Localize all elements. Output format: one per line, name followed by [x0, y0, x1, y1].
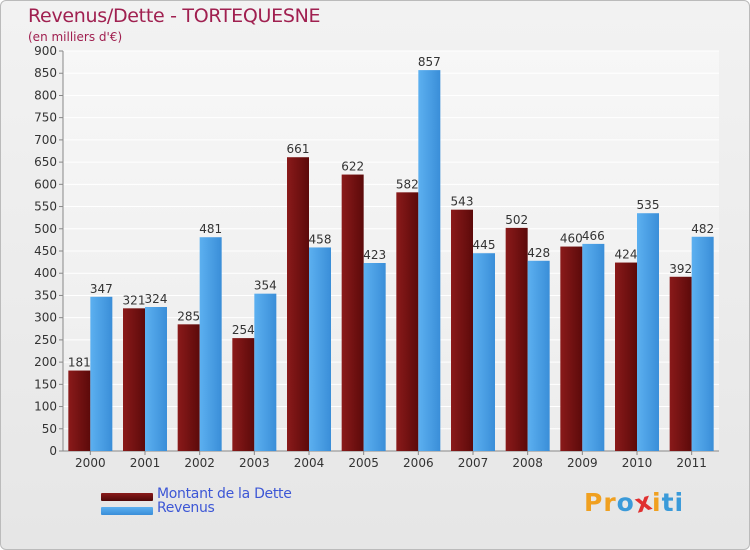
bar-dette	[232, 338, 255, 451]
data-label-revenus: 482	[691, 222, 714, 236]
y-tick-label: 700	[34, 133, 57, 147]
data-label-dette: 424	[615, 248, 638, 262]
bar-dette	[68, 370, 91, 451]
x-tick-label: 2000	[75, 456, 106, 470]
x-tick-label: 2010	[622, 456, 653, 470]
bar-dette	[287, 157, 309, 451]
y-tick-label: 0	[49, 444, 57, 458]
data-label-dette: 460	[560, 232, 583, 246]
bar-dette	[341, 174, 364, 452]
y-tick-label: 900	[34, 44, 57, 58]
bar-revenus	[637, 213, 659, 451]
logo-letter: P	[584, 488, 604, 517]
y-tick-label: 100	[34, 400, 57, 414]
bar-dette	[560, 246, 583, 451]
y-tick-label: 550	[34, 200, 57, 214]
data-label-revenus: 423	[363, 248, 386, 262]
bar-revenus	[691, 236, 714, 451]
data-label-dette: 254	[232, 323, 255, 337]
x-tick-label: 2003	[239, 456, 270, 470]
data-label-dette: 622	[341, 160, 364, 174]
y-tick-label: 600	[34, 177, 57, 191]
y-tick-label: 650	[34, 155, 57, 169]
bar-revenus	[90, 296, 113, 451]
bar-dette	[396, 192, 419, 452]
x-tick-label: 2005	[348, 456, 379, 470]
y-tick-label: 50	[42, 422, 57, 436]
bar-revenus	[418, 70, 441, 451]
bar-dette	[123, 308, 145, 451]
x-tick-label: 2008	[512, 456, 543, 470]
data-label-revenus: 347	[90, 282, 113, 296]
y-tick-label: 250	[34, 333, 57, 347]
legend-swatch-dette	[101, 493, 153, 501]
data-label-dette: 502	[505, 213, 528, 227]
logo-letter: i	[674, 488, 685, 517]
logo-letter: o	[616, 488, 635, 517]
bar-revenus	[582, 243, 605, 451]
y-tick-label: 300	[34, 311, 57, 325]
legend-label-revenus: Revenus	[157, 500, 215, 516]
data-label-revenus: 354	[254, 279, 277, 293]
y-tick-label: 200	[34, 355, 57, 369]
x-tick-label: 2007	[458, 456, 489, 470]
data-label-dette: 181	[68, 356, 91, 370]
data-label-revenus: 481	[199, 222, 222, 236]
bar-dette	[177, 324, 200, 451]
y-tick-label: 500	[34, 222, 57, 236]
data-label-dette: 661	[287, 142, 310, 156]
data-label-dette: 285	[177, 309, 200, 323]
bar-revenus	[309, 247, 331, 451]
bar-revenus	[145, 307, 167, 451]
x-tick-label: 2004	[294, 456, 325, 470]
data-label-revenus: 324	[145, 292, 168, 306]
y-tick-label: 150	[34, 377, 57, 391]
data-label-dette: 582	[396, 177, 419, 191]
data-label-revenus: 445	[473, 238, 496, 252]
logo-letter: t	[661, 488, 675, 517]
y-tick-label: 350	[34, 288, 57, 302]
data-label-revenus: 857	[418, 55, 441, 69]
bar-revenus	[254, 293, 277, 451]
bar-revenus	[473, 253, 495, 451]
y-tick-label: 850	[34, 66, 57, 80]
logo-letter: r	[603, 488, 617, 517]
bar-dette	[451, 209, 473, 451]
data-label-revenus: 458	[309, 232, 332, 246]
x-tick-label: 2009	[567, 456, 598, 470]
chart-subtitle: (en milliers d'€)	[28, 30, 123, 44]
bar-revenus	[363, 263, 386, 451]
logo-letter: i	[652, 488, 662, 517]
y-tick-label: 750	[34, 111, 57, 125]
data-label-revenus: 428	[527, 246, 550, 260]
bar-dette	[505, 227, 528, 451]
data-label-dette: 392	[669, 262, 692, 276]
bar-revenus	[199, 237, 222, 451]
y-tick-label: 800	[34, 88, 57, 102]
data-label-revenus: 466	[582, 229, 605, 243]
bar-dette	[615, 262, 637, 451]
data-label-dette: 543	[451, 195, 474, 209]
chart-title: Revenus/Dette - TORTEQUESNE	[28, 5, 321, 27]
legend-label-dette: Montant de la Dette	[157, 486, 292, 502]
x-tick-label: 2002	[184, 456, 215, 470]
bar-dette	[669, 276, 692, 451]
x-tick-label: 2011	[676, 456, 707, 470]
data-label-revenus: 535	[637, 198, 660, 212]
bar-revenus	[527, 260, 550, 451]
data-label-dette: 321	[123, 293, 146, 307]
legend-swatch-revenus	[101, 507, 153, 515]
y-tick-label: 450	[34, 244, 57, 258]
x-tick-label: 2001	[130, 456, 161, 470]
y-tick-label: 400	[34, 266, 57, 280]
x-tick-label: 2006	[403, 456, 434, 470]
